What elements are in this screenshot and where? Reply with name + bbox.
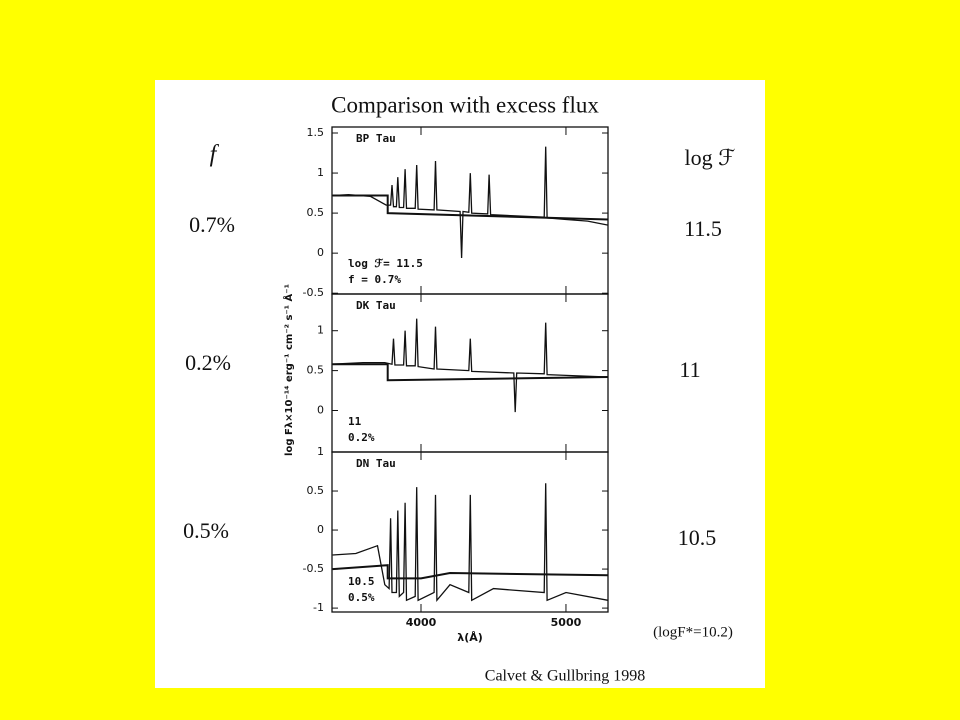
y-tick-label: 1.5 bbox=[307, 126, 325, 139]
panel-frame bbox=[331, 451, 609, 613]
y-tick-label: 1 bbox=[317, 324, 324, 337]
y-tick-label: -1 bbox=[313, 601, 324, 614]
x-tick-label: 4000 bbox=[406, 616, 437, 629]
y-tick-label: -0.5 bbox=[303, 562, 324, 575]
left-item: 0.5% bbox=[183, 518, 229, 543]
panel-annotation: log ℱ= 11.5 bbox=[348, 257, 423, 270]
y-tick-label: 1 bbox=[317, 166, 324, 179]
y-tick-label: 0.5 bbox=[307, 484, 325, 497]
y-tick-label: -0.5 bbox=[303, 286, 324, 299]
right-item: 11 bbox=[679, 357, 700, 382]
footnote: (logF*=10.2) bbox=[653, 624, 733, 640]
y-tick-label: 0 bbox=[317, 404, 324, 417]
spectrum-line bbox=[332, 194, 609, 221]
y-tick-label: 0 bbox=[317, 523, 324, 536]
y-tick-label: 0.5 bbox=[307, 364, 325, 377]
left-header: f bbox=[210, 142, 220, 168]
panel-title: DN Tau bbox=[356, 457, 396, 470]
y-tick-label: 0 bbox=[317, 246, 324, 259]
panel-annotation: f = 0.7% bbox=[348, 273, 401, 286]
panel-title: DK Tau bbox=[356, 299, 396, 312]
panel-annotation: 10.5 bbox=[348, 575, 375, 588]
figure-panel bbox=[155, 80, 765, 688]
slide-title: Comparison with excess flux bbox=[331, 92, 599, 117]
panel-title: BP Tau bbox=[356, 132, 396, 145]
spectrum-line bbox=[332, 363, 609, 382]
right-item: 11.5 bbox=[684, 216, 722, 241]
x-tick-label: 5000 bbox=[551, 616, 582, 629]
y-tick-label: 1 bbox=[317, 445, 324, 458]
right-header: log ℱ bbox=[685, 145, 736, 170]
panel-annotation: 0.2% bbox=[348, 431, 375, 444]
panel-annotation: 11 bbox=[348, 415, 362, 428]
credit: Calvet & Gullbring 1998 bbox=[485, 668, 645, 685]
y-axis-label: log Fλ×10⁻¹⁴ erg⁻¹ cm⁻² s⁻¹ Å⁻¹ bbox=[282, 284, 295, 456]
right-item: 10.5 bbox=[678, 525, 717, 550]
spectrum-line bbox=[332, 564, 609, 580]
x-axis-label: λ(Å) bbox=[457, 631, 483, 644]
y-tick-label: 0.5 bbox=[307, 206, 325, 219]
spectrum-line bbox=[332, 318, 609, 413]
spectrum-line bbox=[332, 483, 609, 603]
left-item: 0.7% bbox=[189, 212, 235, 237]
panel-annotation: 0.5% bbox=[348, 591, 375, 604]
left-item: 0.2% bbox=[185, 350, 231, 375]
